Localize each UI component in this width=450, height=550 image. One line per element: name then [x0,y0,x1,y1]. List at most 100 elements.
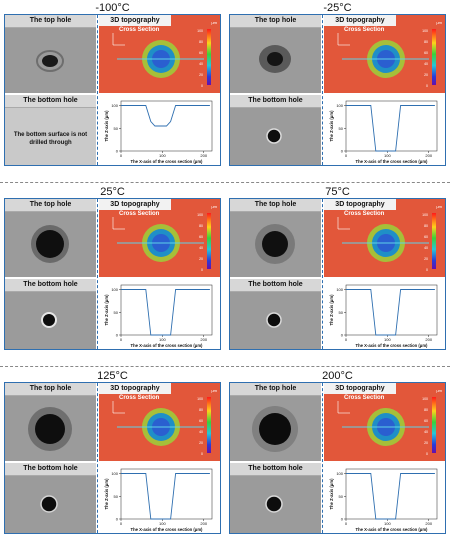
topography-map: 3D topography Cross Section 100 80 60 40 20 0… [324,383,445,461]
colorbar-tick: 100 [422,29,428,33]
temperature-label: 25°C [100,186,125,198]
x-tick-label: 100 [159,153,166,158]
x-tick-label: 0 [120,153,123,158]
panel-frame: The top hole The bottom hole 3D topograp… [4,198,221,350]
colorbar-tick: 40 [199,246,203,250]
topography-map: 3D topography Cross Section 100 80 60 40 20 0… [99,199,220,277]
temperature-label: -100°C [95,2,130,14]
x-tick-label: 200 [200,521,207,526]
top-hole-label: The top hole [230,383,321,396]
colorbar-tick: 80 [199,408,203,412]
panel-75: 75°C The top hole The bottom hole 3D top… [229,186,446,351]
colorbar-tick: 20 [199,73,203,77]
colorbar-tick: 20 [424,73,428,77]
y-tick-label: 0 [116,517,119,522]
cross-section-profile: 0 100 200 0 50 100 The X-axis of the cross sec… [99,279,220,349]
y-axis-label: The Z-axis (μm) [329,110,334,142]
top-hole-label: The top hole [5,15,96,28]
topography-label: 3D topography [99,199,171,210]
colorbar-unit: μm [211,388,217,393]
topography-label: 3D topography [99,15,171,26]
x-tick-label: 100 [159,337,166,342]
colorbar-unit: μm [436,204,442,209]
colorbar [207,397,211,453]
colorbar-tick: 20 [424,257,428,261]
bottom-hole-label: The bottom hole [5,279,96,292]
colorbar-tick: 0 [426,268,428,272]
y-tick-label: 50 [114,494,119,499]
bottom-hole-image: The bottom hole The bottom surface is no… [5,95,96,165]
panel-125: 125°C The top hole The bottom hole 3D to… [4,370,221,535]
panel-frame: The top hole The bottom hole 3D topograp… [229,14,446,166]
top-hole-image: The top hole [230,383,321,461]
x-tick-label: 100 [384,337,391,342]
top-hole-image: The top hole [230,199,321,277]
colorbar-tick: 20 [424,441,428,445]
top-hole-image: The top hole [230,15,321,93]
colorbar-tick: 80 [424,224,428,228]
divider [97,199,98,349]
cross-section-profile: 0 100 200 0 50 100 The X-axis of the cross sec… [99,95,220,165]
x-tick-label: 200 [425,521,432,526]
bottom-hole-image: The bottom hole [230,279,321,349]
colorbar [432,213,436,269]
plot-frame [120,284,213,336]
cross-section-label: Cross Section [344,211,385,217]
cross-section-label: Cross Section [119,211,160,217]
bottom-hole-label: The bottom hole [230,463,321,476]
profile-line [121,289,210,336]
plot-frame [345,100,438,152]
colorbar [432,29,436,85]
colorbar-unit: μm [436,20,442,25]
colorbar-tick: 40 [424,246,428,250]
divider [97,15,98,165]
y-tick-label: 50 [114,310,119,315]
y-tick-label: 0 [341,149,344,154]
y-tick-label: 0 [341,517,344,522]
colorbar-unit: μm [436,388,442,393]
bottom-hole-image: The bottom hole [230,95,321,165]
top-hole-label: The top hole [5,383,96,396]
x-tick-label: 0 [120,337,123,342]
bottom-hole-image: The bottom hole [5,463,96,533]
topography-label: 3D topography [324,199,396,210]
y-tick-label: 50 [339,126,344,131]
colorbar-tick: 20 [199,257,203,261]
temperature-label: 75°C [325,186,350,198]
colorbar-tick: 60 [199,419,203,423]
colorbar-tick: 60 [424,419,428,423]
topography-label: 3D topography [99,383,171,394]
colorbar-tick: 100 [197,397,203,401]
row-separator [0,366,450,367]
bottom-hole-label: The bottom hole [5,95,96,108]
x-axis-label: The X-axis of the cross section (μm) [131,527,204,532]
topography-map: 3D topography Cross Section 100 80 60 40 20 0… [324,199,445,277]
colorbar [207,213,211,269]
y-tick-label: 100 [336,471,343,476]
cross-section-profile: 0 100 200 0 50 100 The X-axis of the cross sec… [324,463,445,533]
not-drilled-note: The bottom surface is not drilled throug… [13,132,88,146]
profile-line [121,105,210,127]
bottom-hole-label: The bottom hole [230,95,321,108]
colorbar-tick: 40 [199,430,203,434]
plot-frame [120,100,213,152]
topography-map: 3D topography Cross Section 100 80 60 40 20 0… [324,15,445,93]
colorbar-tick: 20 [199,441,203,445]
y-tick-label: 100 [111,103,118,108]
x-tick-label: 0 [345,521,348,526]
x-tick-label: 200 [425,153,432,158]
y-tick-label: 100 [336,103,343,108]
colorbar-unit: μm [211,20,217,25]
panel-200: 200°C The top hole The bottom hole 3D to… [229,370,446,535]
colorbar-unit: μm [211,204,217,209]
colorbar-tick: 100 [422,213,428,217]
colorbar-tick: 60 [424,51,428,55]
bottom-hole-image: The bottom hole [5,279,96,349]
temperature-label: -25°C [323,2,352,14]
x-tick-label: 100 [159,521,166,526]
panel-frame: The top hole The bottom hole 3D topograp… [229,198,446,350]
x-axis-label: The X-axis of the cross section (μm) [356,159,429,164]
